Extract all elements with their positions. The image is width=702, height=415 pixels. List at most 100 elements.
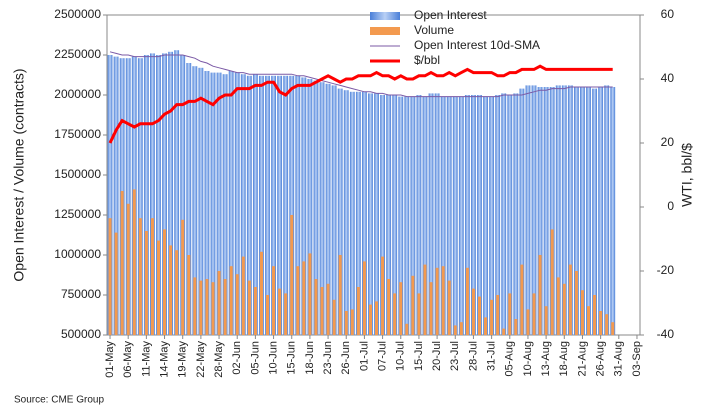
legend-label: Open Interest 10d-SMA bbox=[414, 38, 540, 52]
bar bbox=[550, 229, 554, 335]
bar bbox=[126, 203, 130, 335]
bar bbox=[525, 85, 531, 336]
bar bbox=[368, 93, 373, 336]
bar bbox=[508, 293, 512, 335]
bar bbox=[556, 277, 560, 335]
bar bbox=[405, 323, 409, 335]
bar bbox=[380, 95, 386, 335]
bar bbox=[520, 264, 524, 335]
bar bbox=[265, 75, 270, 336]
bar bbox=[495, 95, 501, 335]
bar bbox=[434, 93, 440, 336]
bar bbox=[446, 96, 452, 335]
x-tick-label: 05-Jun bbox=[249, 341, 261, 375]
bar bbox=[210, 72, 216, 335]
bar bbox=[519, 88, 525, 335]
bar bbox=[193, 277, 197, 335]
x-tick-label: 18-Aug bbox=[558, 341, 570, 376]
bar bbox=[532, 293, 536, 335]
bar bbox=[187, 255, 191, 335]
bar bbox=[501, 93, 507, 336]
x-tick-label: 15-Jul bbox=[413, 341, 425, 371]
bar bbox=[567, 85, 573, 336]
bar bbox=[235, 274, 239, 335]
bar bbox=[313, 80, 319, 335]
bar bbox=[331, 85, 337, 336]
bar bbox=[458, 96, 464, 335]
x-tick-label: 20-Jul bbox=[431, 341, 443, 371]
x-tick-label: 02-Jun bbox=[231, 341, 243, 375]
bar bbox=[132, 189, 136, 335]
y-tick-label: 2250000 bbox=[54, 47, 101, 61]
bar bbox=[555, 85, 561, 336]
bar bbox=[374, 93, 379, 336]
x-tick-label: 13-Aug bbox=[540, 341, 552, 376]
bar bbox=[216, 72, 222, 335]
bar bbox=[381, 256, 385, 335]
bar bbox=[284, 293, 288, 335]
legend-label: Volume bbox=[414, 23, 454, 37]
bar bbox=[332, 299, 336, 335]
bar bbox=[247, 280, 251, 335]
y-tick-label: 1000000 bbox=[54, 247, 101, 261]
bar bbox=[240, 74, 246, 335]
y-axis-label: Open Interest / Volume (contracts) bbox=[11, 68, 27, 281]
bar bbox=[393, 293, 397, 335]
bar bbox=[307, 79, 313, 335]
bar bbox=[453, 325, 457, 335]
bar bbox=[192, 66, 198, 335]
bar bbox=[350, 309, 354, 335]
x-tick-label: 10-Jul bbox=[395, 341, 407, 371]
bar bbox=[410, 96, 416, 335]
bar bbox=[531, 85, 537, 336]
bar bbox=[514, 319, 518, 335]
bar bbox=[447, 280, 451, 335]
bar bbox=[222, 74, 228, 335]
bar bbox=[392, 95, 398, 335]
x-tick-label: 18-Jun bbox=[304, 341, 316, 375]
bar bbox=[168, 51, 174, 336]
x-tick-label: 26-Jun bbox=[340, 341, 352, 375]
bar bbox=[513, 93, 519, 336]
x-tick-label: 23-Jun bbox=[322, 341, 334, 375]
bar bbox=[483, 96, 488, 335]
bar bbox=[587, 306, 591, 335]
bar bbox=[435, 267, 439, 335]
x-tick-label: 06-May bbox=[122, 341, 134, 378]
bar bbox=[610, 87, 616, 335]
y-tick-label: 500000 bbox=[61, 327, 101, 341]
x-tick-label: 22-May bbox=[195, 341, 207, 378]
bar bbox=[150, 53, 155, 336]
bar bbox=[465, 267, 469, 335]
bar bbox=[308, 253, 312, 335]
y2-tick-label: 40 bbox=[661, 71, 675, 85]
bar bbox=[137, 58, 143, 335]
bar bbox=[561, 85, 567, 336]
x-tick-label: 05-Aug bbox=[504, 341, 516, 376]
bar bbox=[138, 218, 142, 335]
bar bbox=[246, 75, 252, 336]
bar bbox=[422, 96, 428, 335]
bar bbox=[289, 75, 295, 336]
bar bbox=[253, 287, 257, 335]
bar bbox=[211, 282, 215, 335]
bar bbox=[343, 90, 349, 335]
bar bbox=[502, 328, 506, 335]
bar bbox=[586, 87, 591, 335]
y2-tick-label: -20 bbox=[657, 263, 675, 277]
bar bbox=[544, 306, 548, 335]
bar bbox=[204, 71, 210, 335]
bar bbox=[278, 288, 282, 335]
x-tick-label: 21-Aug bbox=[576, 341, 588, 376]
x-tick-label: 03-Sep bbox=[631, 341, 643, 376]
bar bbox=[399, 282, 403, 335]
bar bbox=[459, 322, 463, 335]
bar bbox=[174, 50, 180, 335]
bar bbox=[526, 309, 530, 335]
bar bbox=[417, 293, 421, 335]
bar bbox=[181, 219, 185, 335]
y-tick-label: 1750000 bbox=[54, 127, 101, 141]
x-tick-label: 14-May bbox=[158, 341, 170, 378]
x-tick-label: 10-Aug bbox=[522, 341, 534, 376]
